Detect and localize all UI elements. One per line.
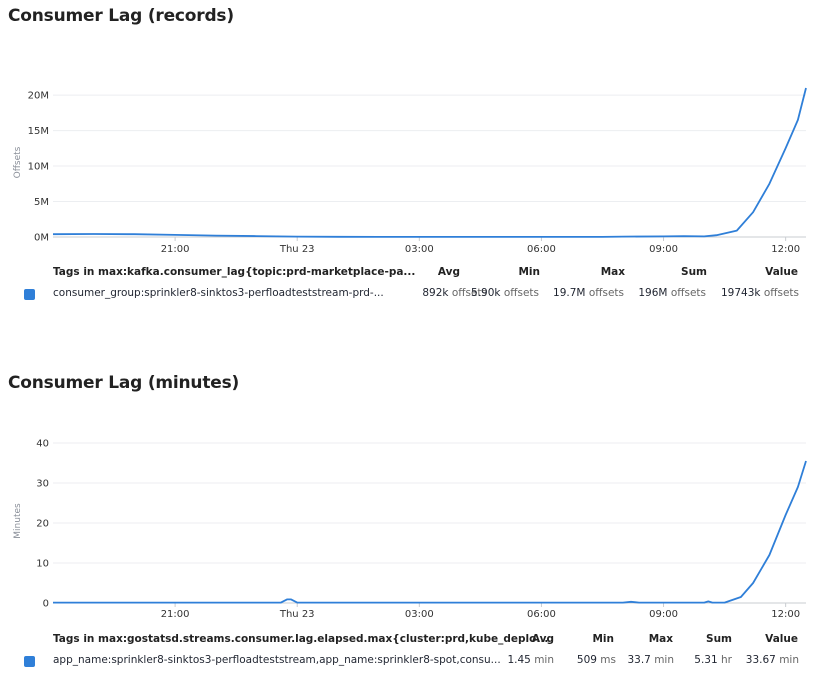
- sum-unit: offsets: [670, 287, 706, 299]
- series-tag: app_name:sprinkler8-sinktos3-perfloadtes…: [53, 654, 501, 666]
- current-value: 19743k offsets: [721, 287, 799, 299]
- x-tick-label: 09:00: [649, 244, 678, 255]
- max-unit: min: [654, 654, 674, 666]
- records-panel: Consumer Lag (records) 0M 5M 10M 15M 20M 21:0…: [0, 0, 828, 345]
- legend-row[interactable]: app_name:sprinkler8-sinktos3-perfloadtes…: [0, 654, 828, 670]
- y-axis-label: Offsets: [13, 146, 23, 178]
- max-value: 33.7 min: [627, 654, 674, 666]
- avg-num: 892k: [422, 287, 449, 299]
- y-tick-label: 0: [43, 599, 49, 610]
- tags-header: Tags in max:gostatsd.streams.consumer.la…: [53, 633, 549, 645]
- x-tick-label: 03:00: [405, 244, 434, 255]
- legend-header: Tags in max:kafka.consumer_lag{topic:prd…: [0, 266, 828, 282]
- min-num: 5.90k: [471, 287, 501, 299]
- x-tick-label: 12:00: [771, 609, 800, 620]
- max-value: 19.7M offsets: [553, 287, 624, 299]
- y-tick-label: 10: [36, 559, 49, 570]
- avg-unit: offsets: [451, 287, 487, 299]
- sum-value: 5.31 hr: [694, 654, 732, 666]
- series-swatch: [24, 289, 35, 300]
- value-num: 33.67: [745, 654, 776, 666]
- x-tick-label: 06:00: [527, 244, 556, 255]
- series-swatch: [24, 656, 35, 667]
- col-value[interactable]: Value: [765, 266, 798, 278]
- x-tick-label: 09:00: [649, 609, 678, 620]
- max-num: 33.7: [627, 654, 651, 666]
- avg-value: 892k offsets: [422, 287, 487, 299]
- min-unit: offsets: [503, 287, 539, 299]
- legend-row[interactable]: consumer_group:sprinkler8-sinktos3-perfl…: [0, 287, 828, 303]
- sum-num: 196M: [638, 287, 668, 299]
- col-max[interactable]: Max: [648, 633, 673, 645]
- value-unit: min: [779, 654, 799, 666]
- legend-header: Tags in max:gostatsd.streams.consumer.la…: [0, 633, 828, 649]
- panel-title: Consumer Lag (minutes): [8, 373, 240, 393]
- sum-num: 5.31: [694, 654, 718, 666]
- y-tick-label: 5M: [34, 197, 49, 208]
- value-unit: offsets: [763, 287, 799, 299]
- minutes-panel: Consumer Lag (minutes) 0 10 20 30 40 21:00 Thu…: [0, 367, 828, 693]
- series-line: [52, 87, 807, 238]
- y-tick-label: 15M: [28, 126, 49, 137]
- max-num: 19.7M: [553, 287, 586, 299]
- current-value: 33.67 min: [746, 654, 799, 666]
- panel-title: Consumer Lag (records): [8, 6, 234, 26]
- series-tag: consumer_group:sprinkler8-sinktos3-perfl…: [53, 287, 384, 299]
- y-tick-label: 20M: [28, 91, 49, 102]
- y-tick-label: 30: [36, 479, 49, 490]
- col-min[interactable]: Min: [518, 266, 540, 278]
- min-unit: ms: [600, 654, 616, 666]
- x-tick-label: Thu 23: [279, 244, 315, 255]
- col-sum[interactable]: Sum: [681, 266, 707, 278]
- x-tick-label: Thu 23: [279, 609, 315, 620]
- col-value[interactable]: Value: [765, 633, 798, 645]
- col-sum[interactable]: Sum: [706, 633, 732, 645]
- x-tick-label: 21:00: [161, 244, 190, 255]
- min-value: 509 ms: [577, 654, 616, 666]
- min-num: 509: [576, 654, 597, 666]
- x-tick-label: 21:00: [161, 609, 190, 620]
- series-line: [53, 460, 807, 604]
- col-avg[interactable]: Avg: [531, 633, 554, 645]
- avg-num: 1.45: [507, 654, 531, 666]
- y-tick-label: 10M: [28, 162, 49, 173]
- tags-header: Tags in max:kafka.consumer_lag{topic:prd…: [53, 266, 416, 278]
- col-min[interactable]: Min: [592, 633, 614, 645]
- minutes-chart[interactable]: 0 10 20 30 40 21:00 Thu 23 03:00 06:00 09:00 12:00…: [0, 367, 828, 625]
- avg-value: 1.45 min: [507, 654, 554, 666]
- sum-value: 196M offsets: [638, 287, 706, 299]
- y-tick-label: 40: [36, 439, 49, 450]
- y-axis-label: Minutes: [13, 503, 23, 539]
- y-tick-label: 0M: [34, 233, 49, 244]
- avg-unit: min: [534, 654, 554, 666]
- value-num: 19743k: [720, 287, 761, 299]
- sum-unit: hr: [721, 654, 732, 666]
- records-chart[interactable]: 0M 5M 10M 15M 20M 21:00 Thu 23 03:00 06:00 09:00 1…: [0, 0, 828, 262]
- col-avg[interactable]: Avg: [437, 266, 460, 278]
- min-value: 5.90k offsets: [471, 287, 539, 299]
- x-tick-label: 06:00: [527, 609, 556, 620]
- x-tick-label: 03:00: [405, 609, 434, 620]
- max-unit: offsets: [588, 287, 624, 299]
- y-tick-label: 20: [36, 519, 49, 530]
- x-tick-label: 12:00: [771, 244, 800, 255]
- col-max[interactable]: Max: [600, 266, 625, 278]
